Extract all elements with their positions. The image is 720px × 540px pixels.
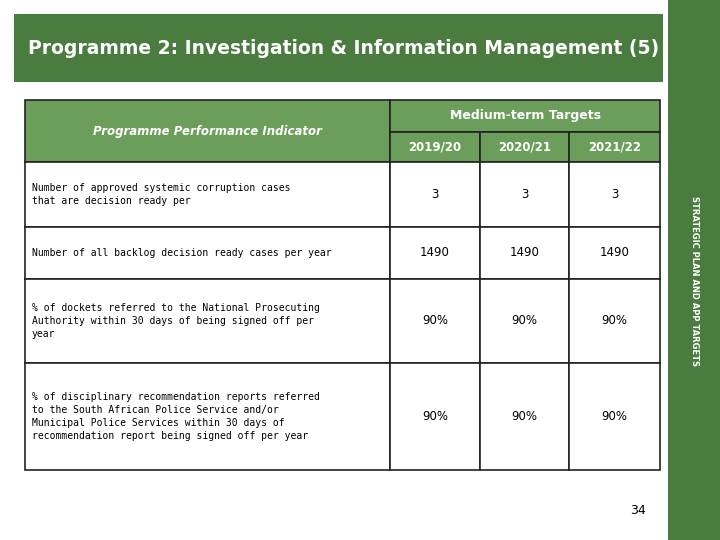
Text: 1490: 1490 <box>420 246 450 259</box>
Text: 90%: 90% <box>602 314 628 327</box>
Text: 3: 3 <box>521 188 528 201</box>
Text: Number of all backlog decision ready cases per year: Number of all backlog decision ready cas… <box>32 248 332 258</box>
Bar <box>390 227 480 279</box>
Text: Programme 2: Investigation & Information Management (5): Programme 2: Investigation & Information… <box>28 38 659 57</box>
Bar <box>570 363 660 470</box>
Bar <box>25 279 390 363</box>
Text: Programme Performance Indicator: Programme Performance Indicator <box>93 125 322 138</box>
Bar <box>480 279 570 363</box>
Bar <box>25 100 390 162</box>
Bar <box>570 132 660 162</box>
Text: 2021/22: 2021/22 <box>588 140 641 153</box>
Bar <box>390 162 480 227</box>
Bar <box>668 0 720 540</box>
Bar <box>390 279 480 363</box>
Bar <box>390 363 480 470</box>
Bar <box>570 279 660 363</box>
Text: 3: 3 <box>611 188 618 201</box>
Text: 1490: 1490 <box>600 246 629 259</box>
Text: % of dockets referred to the National Prosecuting
Authority within 30 days of be: % of dockets referred to the National Pr… <box>32 303 320 339</box>
Text: 2019/20: 2019/20 <box>408 140 462 153</box>
Text: Number of approved systemic corruption cases
that are decision ready per: Number of approved systemic corruption c… <box>32 183 290 206</box>
Bar <box>14 14 663 82</box>
Bar <box>570 162 660 227</box>
Text: 3: 3 <box>431 188 438 201</box>
Text: 34: 34 <box>630 503 646 516</box>
Text: 90%: 90% <box>422 314 448 327</box>
Text: 90%: 90% <box>511 314 537 327</box>
Bar <box>25 363 390 470</box>
Text: 90%: 90% <box>422 410 448 423</box>
Bar <box>480 162 570 227</box>
Text: Medium-term Targets: Medium-term Targets <box>449 110 600 123</box>
Text: 90%: 90% <box>511 410 537 423</box>
Text: 2020/21: 2020/21 <box>498 140 551 153</box>
Bar <box>570 227 660 279</box>
Bar <box>390 132 480 162</box>
Bar <box>480 227 570 279</box>
Bar <box>25 162 390 227</box>
Text: 90%: 90% <box>602 410 628 423</box>
Text: % of disciplinary recommendation reports referred
to the South African Police Se: % of disciplinary recommendation reports… <box>32 392 320 441</box>
Bar <box>480 132 570 162</box>
Bar <box>480 363 570 470</box>
Text: 1490: 1490 <box>510 246 539 259</box>
Text: STRATEGIC PLAN AND APP TARGETS: STRATEGIC PLAN AND APP TARGETS <box>690 196 698 366</box>
Bar <box>390 100 660 132</box>
Bar <box>25 227 390 279</box>
